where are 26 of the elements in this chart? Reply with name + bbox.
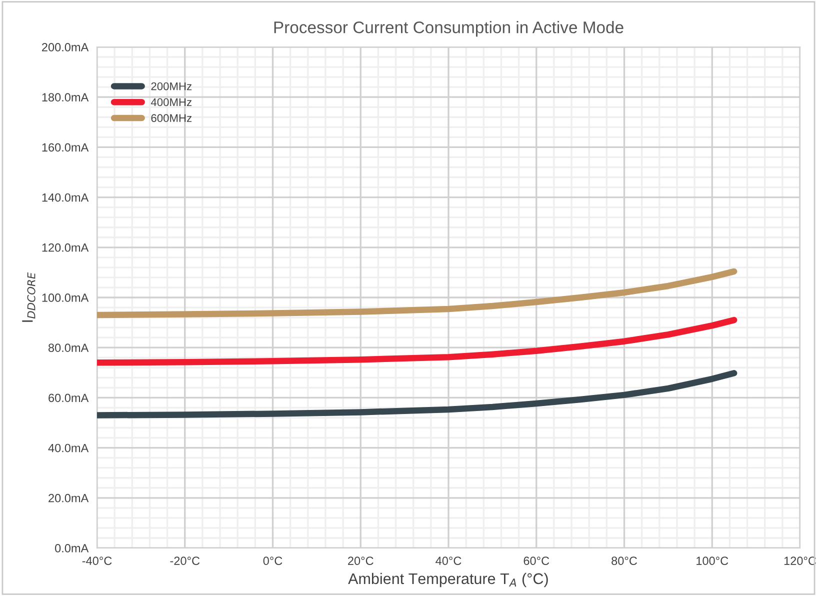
legend-label: 400MHz (150, 98, 192, 106)
y-tick-label: 20.0mA (48, 494, 89, 502)
legend-label: 200MHz (151, 82, 192, 90)
x-tick-label: 100°C (696, 556, 728, 566)
y-tick-label: 120.0mA (42, 243, 89, 252)
y-tick-label: 100.0mA (42, 294, 89, 302)
y-tick-label: 160.0mA (42, 143, 89, 152)
x-tick-label: 80°C (612, 556, 637, 566)
x-axis-title: Ambient Temperature T$_{A}$ (°C) (348, 572, 548, 588)
y-tick-label: 0.0mA (55, 544, 89, 552)
legend-label: 600MHz (151, 114, 192, 122)
x-tick-label: 40°C (436, 556, 462, 566)
y-tick-label: 140.0mA (42, 193, 89, 202)
x-tick-label: -20°C (170, 556, 200, 566)
y-tick-label: 80.0mA (48, 344, 89, 352)
y-tick-label: 180.0mA (42, 93, 89, 102)
x-tick-label: 120°C (784, 556, 816, 566)
y-tick-label: 40.0mA (48, 444, 89, 452)
x-tick-label: 20°C (348, 556, 374, 566)
chart-title: Processor Current Consumption in Active Mode (274, 21, 624, 37)
x-tick-label: 0°C (263, 556, 282, 566)
x-tick-label: -40°C (82, 556, 112, 566)
x-tick-label: 60°C (524, 556, 550, 566)
y-axis-title: I$_{DDCORE}$ (22, 272, 36, 322)
y-tick-label: 200.0mA (42, 43, 89, 52)
y-tick-label: 60.0mA (48, 394, 89, 402)
